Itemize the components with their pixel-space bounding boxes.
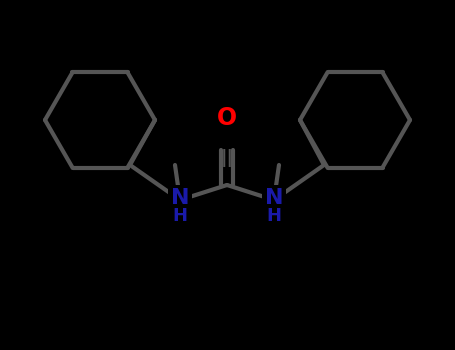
Text: ||: || xyxy=(221,149,233,167)
Text: O: O xyxy=(217,106,237,130)
Text: N: N xyxy=(171,188,189,208)
Text: H: H xyxy=(172,207,187,225)
Text: H: H xyxy=(267,207,282,225)
Text: N: N xyxy=(265,188,283,208)
